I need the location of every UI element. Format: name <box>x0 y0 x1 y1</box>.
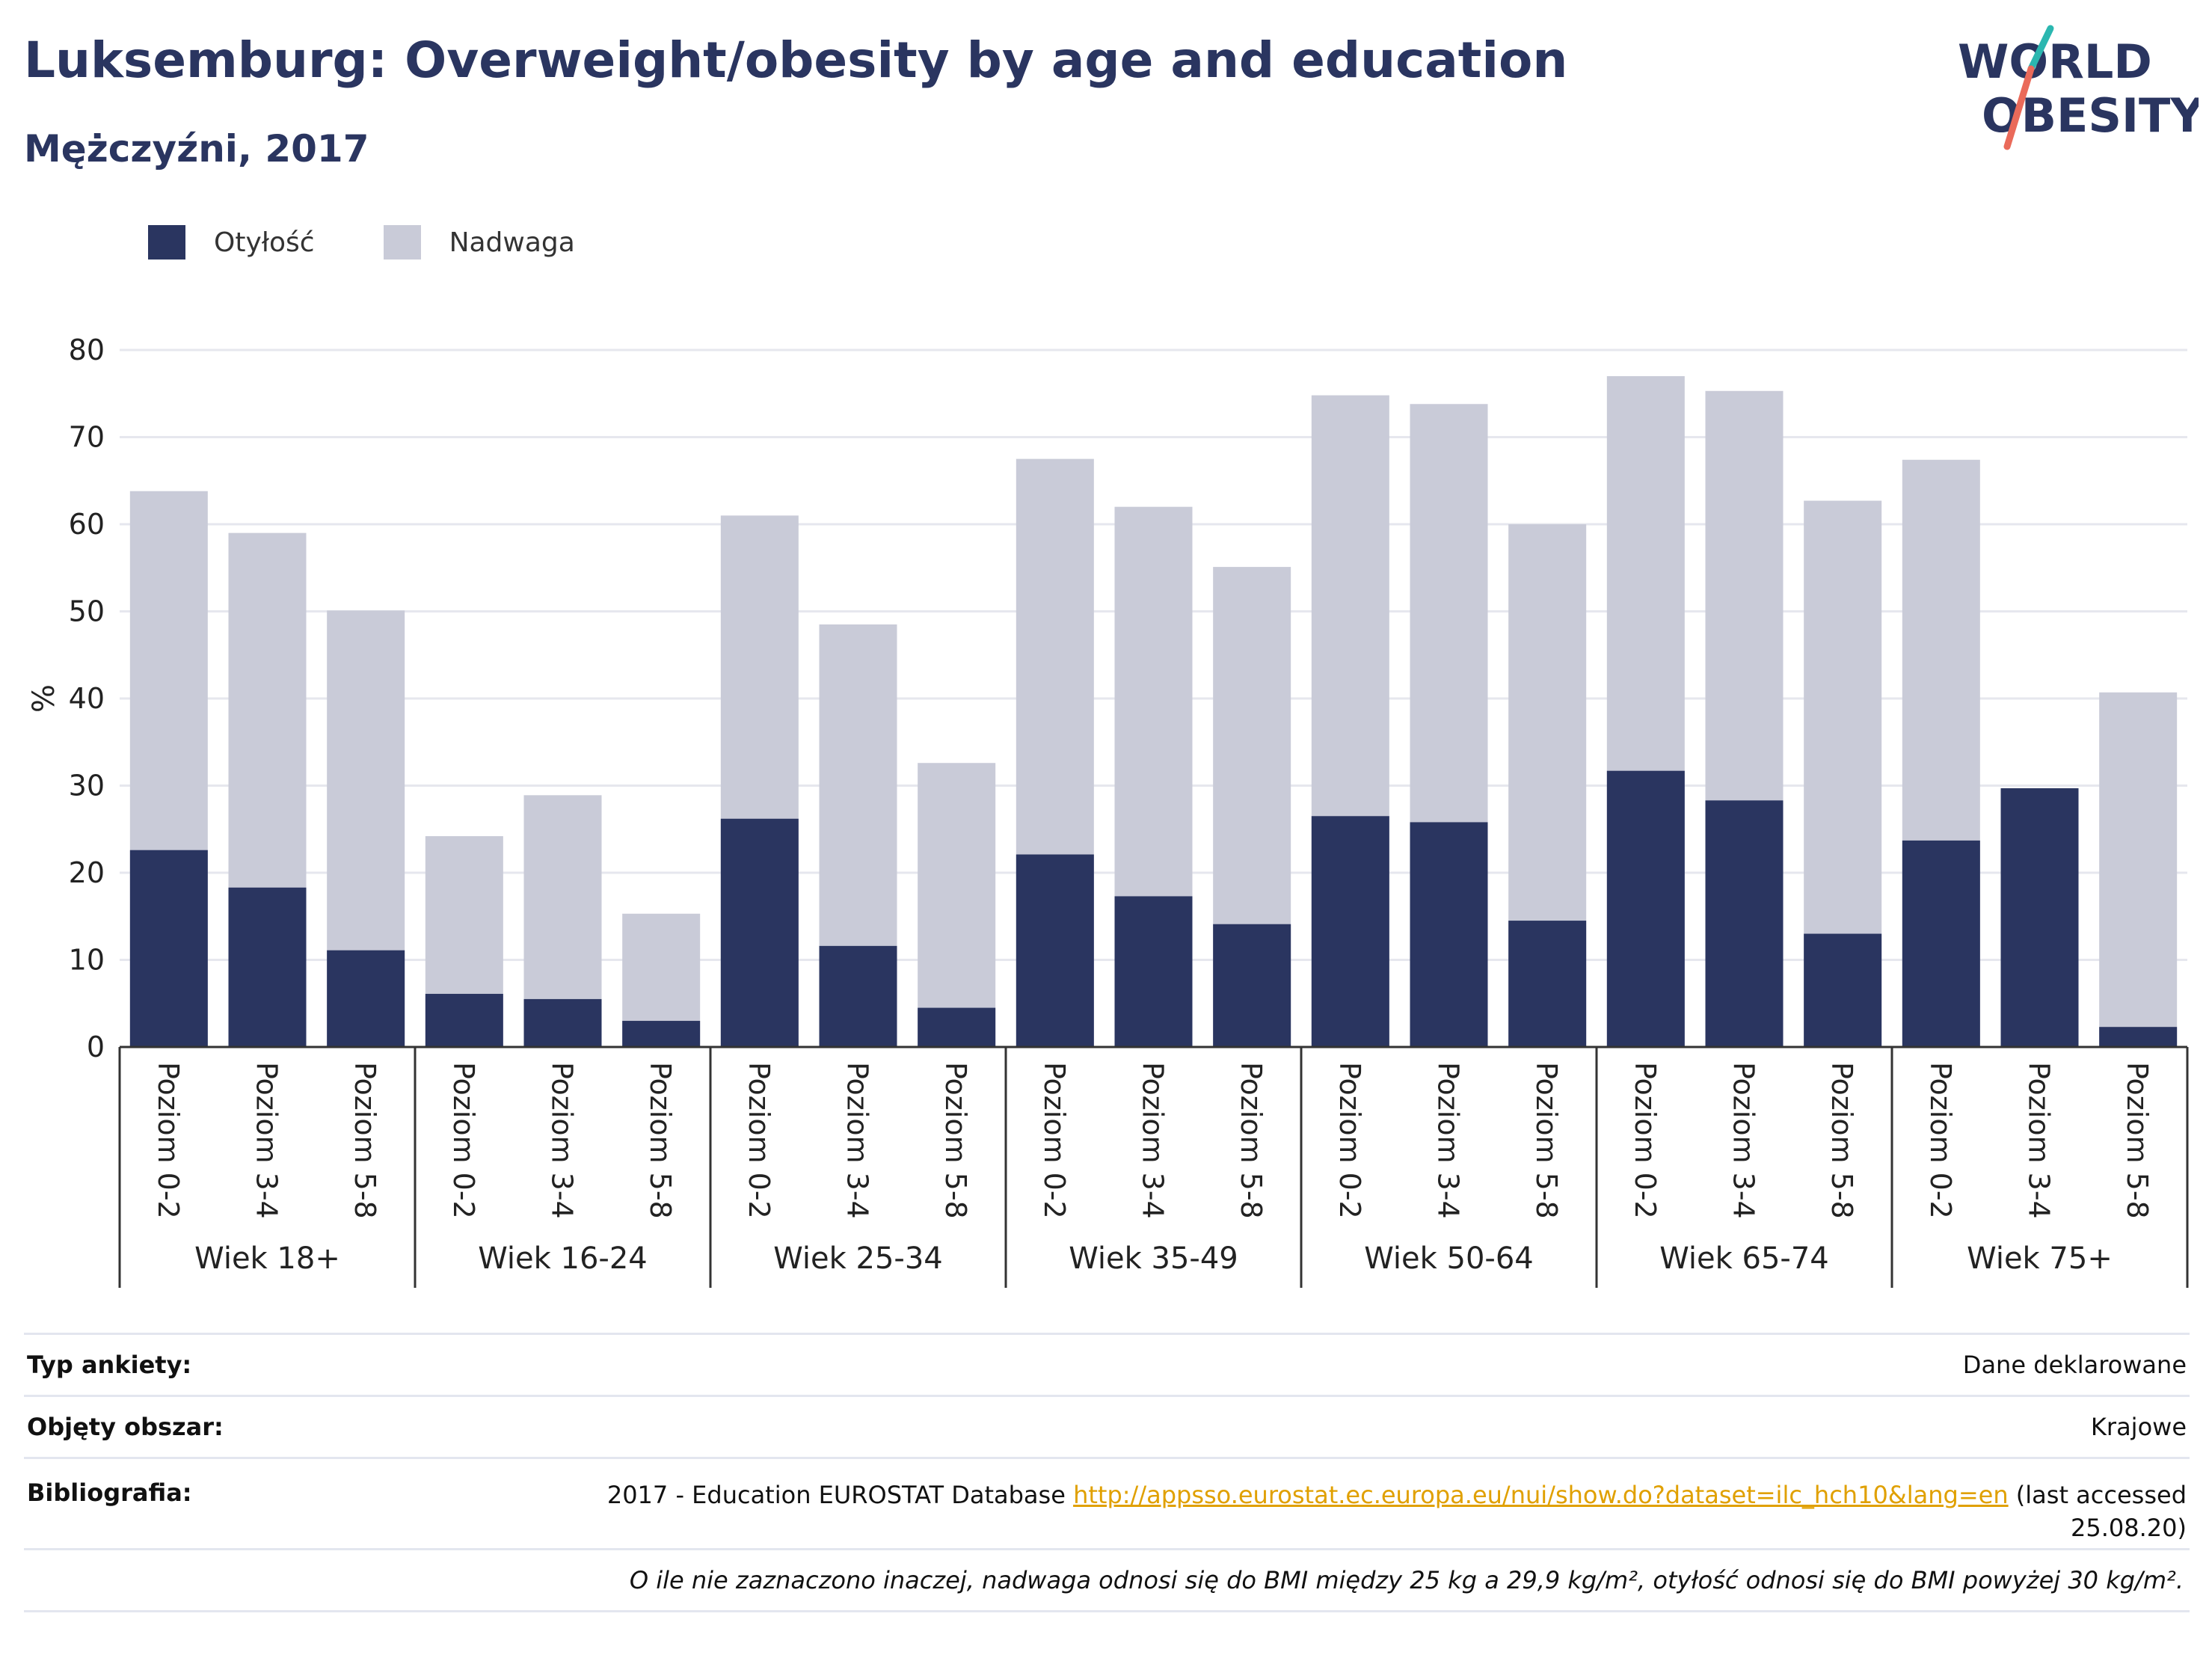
legend-label-overweight: Nadwaga <box>449 227 575 258</box>
legend-item-overweight: Nadwaga <box>383 225 575 260</box>
world-obesity-logo: WORLD OBESITY <box>1958 25 2199 150</box>
x-category-label: Poziom 0-2 <box>1333 1062 1366 1219</box>
y-tick-label: 20 <box>69 856 105 889</box>
x-group-label: Wiek 75+ <box>1967 1241 2113 1276</box>
x-category-label: Poziom 5-8 <box>644 1062 677 1219</box>
bar-obesity <box>425 993 503 1047</box>
bar-obesity <box>918 1007 996 1047</box>
logo-slash-teal <box>2027 25 2054 73</box>
x-category-label: Poziom 3-4 <box>2023 1062 2056 1219</box>
y-tick-label: 10 <box>69 944 105 977</box>
area-label: Objęty obszar: <box>27 1413 224 1441</box>
bar-obesity <box>228 887 307 1047</box>
x-category-label: Poziom 5-8 <box>939 1062 972 1219</box>
bar-obesity <box>720 818 799 1047</box>
bar-obesity <box>1705 800 1784 1047</box>
bar-obesity <box>1804 933 1882 1047</box>
info-row-area: Objęty obszar: Krajowe <box>24 1395 2190 1457</box>
chart-subtitle: Mężczyźni, 2017 <box>24 127 369 171</box>
x-category-label: Poziom 0-2 <box>447 1062 480 1219</box>
x-category-label: Poziom 3-4 <box>546 1062 579 1219</box>
bibliography-text: 2017 - Education EUROSTAT Database <box>606 1481 1066 1509</box>
x-category-label: Poziom 0-2 <box>1924 1062 1957 1219</box>
x-group-label: Wiek 25-34 <box>773 1241 943 1276</box>
bar-obesity <box>129 850 208 1047</box>
info-row-bibliography: Bibliografia: 2017 - Education EUROSTAT … <box>24 1457 2190 1548</box>
logo-slash-red <box>2003 65 2035 150</box>
y-tick-label: 80 <box>69 334 105 366</box>
x-group-label: Wiek 65-74 <box>1659 1241 1829 1276</box>
bar-obesity <box>2000 787 2079 1047</box>
survey-type-label: Typ ankiety: <box>27 1351 192 1379</box>
bar-obesity <box>1114 896 1193 1047</box>
bibliography-link[interactable]: http://appsso.eurostat.ec.europa.eu/nui/… <box>1073 1481 2009 1509</box>
area-value: Krajowe <box>2090 1413 2187 1441</box>
x-category-label: Poziom 5-8 <box>348 1062 381 1219</box>
bibliography-suffix: (last accessed 25.08.20) <box>2015 1481 2187 1542</box>
bar-obesity <box>1508 921 1587 1047</box>
chart-legend: Otyłość Nadwaga <box>148 221 644 263</box>
x-category-label: Poziom 5-8 <box>1530 1062 1563 1219</box>
y-axis-title: % <box>27 684 61 713</box>
x-category-label: Poziom 3-4 <box>251 1062 283 1219</box>
y-tick-label: 70 <box>69 421 105 454</box>
bar-obesity <box>1902 840 1980 1047</box>
x-category-label: Poziom 0-2 <box>152 1062 185 1219</box>
x-category-label: Poziom 5-8 <box>1235 1062 1268 1219</box>
survey-info-table: Typ ankiety: Dane deklarowane Objęty obs… <box>24 1333 2190 1612</box>
y-tick-label: 50 <box>69 595 105 628</box>
bar-obesity <box>1016 854 1094 1047</box>
x-group-label: Wiek 50-64 <box>1364 1241 1534 1276</box>
info-row-survey-type: Typ ankiety: Dane deklarowane <box>24 1333 2190 1395</box>
x-group-label: Wiek 35-49 <box>1069 1241 1238 1276</box>
y-tick-label: 0 <box>87 1031 105 1063</box>
bar-obesity <box>327 950 405 1047</box>
y-tick-label: 30 <box>69 770 105 802</box>
legend-item-obesity: Otyłość <box>148 225 315 260</box>
legend-label-obesity: Otyłość <box>214 227 315 258</box>
x-group-label: Wiek 16-24 <box>478 1241 648 1276</box>
bar-overweight <box>918 763 996 1047</box>
bar-obesity <box>622 1021 701 1047</box>
x-category-label: Poziom 0-2 <box>743 1062 775 1219</box>
x-category-label: Poziom 0-2 <box>1629 1062 1662 1219</box>
bibliography-label: Bibliografia: <box>27 1479 192 1507</box>
definition-note: O ile nie zaznaczono inaczej, nadwaga od… <box>24 1548 2190 1612</box>
stacked-bar-chart: 0 10 20 30 40 50 60 70 80% Poziom 0-2 Poziom 3-4 Po… <box>27 334 2189 1288</box>
x-category-label: Poziom 5-8 <box>2121 1062 2154 1219</box>
bar-overweight <box>2099 692 2178 1047</box>
bibliography-value: 2017 - Education EUROSTAT Database http:… <box>541 1479 2187 1544</box>
legend-swatch-obesity <box>148 225 185 260</box>
y-tick-label: 40 <box>69 682 105 715</box>
bar-obesity <box>1606 770 1685 1047</box>
x-category-label: Poziom 3-4 <box>1727 1062 1760 1219</box>
bar-obesity <box>523 998 602 1047</box>
bar-obesity <box>2099 1027 2178 1047</box>
bar-obesity <box>1213 924 1291 1047</box>
x-category-label: Poziom 3-4 <box>1137 1062 1170 1219</box>
x-category-label: Poziom 3-4 <box>841 1062 874 1219</box>
bar-obesity <box>1410 822 1488 1047</box>
bar-obesity <box>1311 816 1389 1047</box>
x-category-label: Poziom 5-8 <box>1825 1062 1858 1219</box>
bar-obesity <box>819 945 897 1047</box>
survey-type-value: Dane deklarowane <box>1962 1351 2187 1379</box>
logo-text-world: WORLD <box>1958 34 2152 89</box>
x-category-label: Poziom 3-4 <box>1432 1062 1465 1219</box>
x-category-label: Poziom 0-2 <box>1038 1062 1071 1219</box>
x-group-label: Wiek 18+ <box>194 1241 340 1276</box>
y-tick-label: 60 <box>69 508 105 541</box>
chart-title: Luksemburg: Overweight/obesity by age an… <box>24 31 1568 89</box>
legend-swatch-overweight <box>383 225 421 260</box>
